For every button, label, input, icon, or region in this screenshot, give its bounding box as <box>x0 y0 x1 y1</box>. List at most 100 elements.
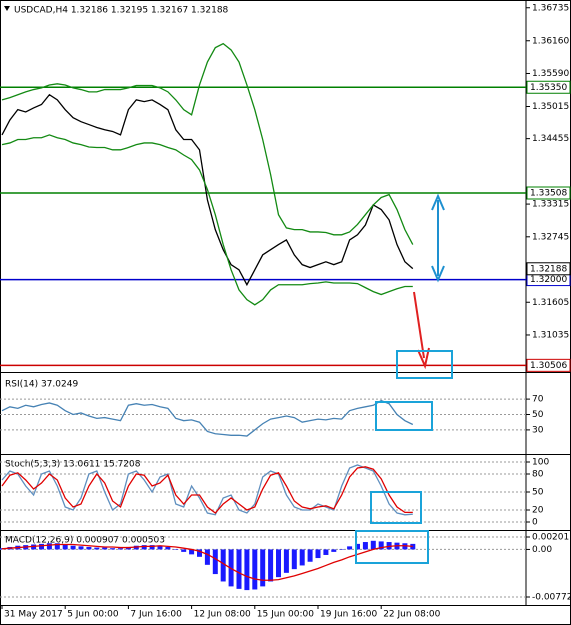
level-label: 1.30506 <box>530 361 567 371</box>
y-tick-label: 100 <box>532 458 549 468</box>
level-label-box <box>526 80 571 94</box>
histogram-bar <box>323 549 329 555</box>
series-line <box>1 466 413 514</box>
y-tick-label: 1.31035 <box>532 330 569 340</box>
y-tick-label: 1.32745 <box>532 232 569 242</box>
histogram-bar <box>110 548 116 550</box>
histogram-bar <box>362 542 368 550</box>
histogram-bar <box>94 547 100 550</box>
histogram-bar <box>173 549 179 550</box>
x-tick-label: 7 Jun 16:00 <box>130 610 182 620</box>
histogram-bar <box>149 545 155 550</box>
histogram-bar <box>157 545 163 550</box>
x-tick-label: 12 Jun 08:00 <box>194 610 251 620</box>
histogram-bar <box>370 540 376 550</box>
y-tick-label: 80 <box>532 470 544 480</box>
x-tick-label: 22 Jun 08:00 <box>383 610 440 620</box>
x-tick-label: 5 Jun 00:00 <box>67 610 119 620</box>
y-tick-label: 70 <box>532 395 544 405</box>
level-label-box <box>526 358 571 372</box>
histogram-bar <box>244 549 250 591</box>
histogram-bar <box>62 544 68 550</box>
histogram-bar <box>331 549 337 552</box>
histogram-bar <box>378 541 384 550</box>
y-tick-label: 1.36160 <box>532 36 569 46</box>
histogram-bar <box>70 545 76 550</box>
price-label-box <box>526 262 571 276</box>
histogram-bar <box>315 549 321 559</box>
histogram-bar <box>78 546 84 550</box>
y-tick-label: 0.00 <box>532 545 552 555</box>
arrow-heads <box>431 193 445 283</box>
histogram-bar <box>197 549 202 557</box>
y-tick-label: 30 <box>532 425 544 435</box>
panel-title: MACD(12,26,9) 0.000907 0.000503 <box>5 536 165 546</box>
y-tick-label: 1.35590 <box>532 69 569 79</box>
price-label: 1.32188 <box>530 264 567 274</box>
highlight-box <box>375 401 433 431</box>
histogram-bar <box>355 543 360 550</box>
histogram-bar <box>339 549 345 550</box>
series-line <box>1 399 414 437</box>
series-line <box>1 543 413 581</box>
series-line <box>1 134 413 306</box>
y-tick-label: 50 <box>532 410 544 420</box>
y-tick-label: 0.002017 <box>532 533 571 543</box>
y-tick-label: 1.34455 <box>532 134 569 144</box>
y-tick-label: 1.36735 <box>532 3 569 13</box>
histogram-bar <box>212 549 218 575</box>
y-tick-label: 20 <box>532 506 544 516</box>
histogram-bar <box>181 549 187 552</box>
level-label: 1.32000 <box>530 275 567 285</box>
y-tick-label: 1.35015 <box>532 102 569 112</box>
histogram-bar <box>268 549 274 582</box>
y-tick-label: 1.31605 <box>532 298 569 308</box>
histogram-bar <box>141 545 147 550</box>
arrow-head <box>417 347 430 370</box>
menu-icon[interactable] <box>4 6 10 11</box>
level-label: 1.33508 <box>530 189 567 199</box>
histogram-bar <box>291 549 297 570</box>
highlight-box <box>396 350 453 379</box>
level-label: 1.35350 <box>530 83 567 93</box>
histogram-bar <box>204 549 210 565</box>
histogram-bar <box>299 549 305 566</box>
y-tick-label: 1.33315 <box>532 200 569 210</box>
y-tick-label: 50 <box>532 488 544 498</box>
x-tick-label: 19 Jun 16:00 <box>320 610 377 620</box>
series-line <box>1 42 414 245</box>
annotations <box>355 193 453 564</box>
histogram-bar <box>220 549 226 582</box>
panel-title: Stoch(5,3,3) 13.0611 15.7208 <box>5 460 141 470</box>
series-line <box>1 93 414 287</box>
histogram-bar <box>410 543 416 550</box>
histogram-bar <box>307 549 313 562</box>
histogram-bar <box>46 543 52 550</box>
histogram-bar <box>189 549 195 555</box>
panel-title: RSI(14) 37.0249 <box>5 380 78 390</box>
histogram-bar <box>276 549 281 578</box>
highlight-box <box>370 491 422 524</box>
histogram-bar <box>118 548 123 550</box>
histogram-bar <box>86 546 92 550</box>
level-label-box <box>526 186 571 200</box>
histogram-bar <box>347 546 353 550</box>
histogram-bar <box>54 543 60 550</box>
y-tick-label: 0 <box>532 518 538 528</box>
histogram-bar <box>165 546 171 550</box>
histogram-bar <box>236 549 242 589</box>
down-arrow <box>413 291 425 359</box>
x-tick-label: 15 Jun 00:00 <box>257 610 314 620</box>
histogram-bar <box>39 543 44 550</box>
histogram-bar <box>252 549 258 590</box>
highlight-box <box>355 530 429 564</box>
histogram-bar <box>260 549 266 587</box>
histogram-bar <box>102 547 108 550</box>
y-tick-label: -0.007721 <box>532 593 571 603</box>
series-line <box>1 464 413 516</box>
plots: 1.36735 1.36160 1.35590 1.35015 1.34455 1.333… <box>0 3 571 620</box>
x-tick-label: 31 May 2017 <box>4 610 63 620</box>
histogram-bar <box>283 549 289 573</box>
